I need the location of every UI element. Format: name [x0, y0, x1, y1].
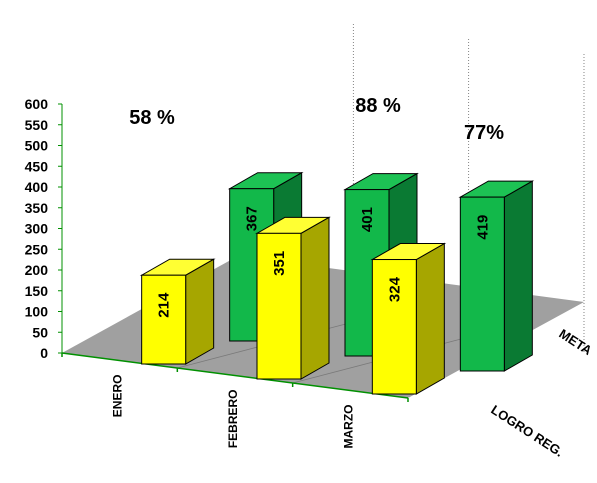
percentage-label: 88 %: [355, 95, 401, 117]
bar-side: [415, 242, 445, 395]
category-label: ENERO: [111, 375, 125, 418]
bar-side: [503, 180, 533, 372]
bar-front: [371, 259, 417, 395]
bar-value-label: 367: [244, 206, 261, 231]
bar-side: [185, 258, 215, 365]
bar-front: [256, 232, 302, 380]
y-axis-ticks: 0 50 100 150 200 250 300 350 400 450 500 550 600: [25, 96, 409, 402]
bar-value-label: 401: [359, 207, 376, 232]
y-tick-label: 500: [25, 138, 49, 154]
bar-logro-reg--febrero: 351: [255, 216, 331, 380]
y-tick-label: 50: [32, 324, 48, 340]
y-tick-label: 250: [25, 241, 49, 257]
series-label: LOGRO REG.: [488, 402, 566, 460]
category-label: MARZO: [341, 405, 355, 449]
bar-meta-marzo: 419: [458, 180, 535, 372]
bar-front: [141, 274, 187, 365]
bar-value-label: 214: [156, 292, 173, 318]
x-axis-line: [61, 352, 409, 399]
series-label: META: [556, 326, 595, 358]
y-tick-label: 350: [25, 200, 49, 216]
y-tick-label: 100: [25, 304, 49, 320]
percentage-labels: 58 % 88 % 77%: [129, 95, 504, 144]
y-tick-label: 300: [25, 221, 49, 237]
bar-logro-reg--marzo: 324: [370, 242, 447, 395]
y-tick-label: 400: [25, 179, 49, 195]
percentage-label: 77%: [464, 122, 504, 144]
bar-value-label: 324: [386, 276, 403, 302]
y-tick-label: 450: [25, 158, 49, 174]
bars-group: 367 401 419 214 351 324: [139, 171, 535, 395]
percentage-label: 58 %: [129, 107, 175, 129]
y-tick-label: 200: [25, 262, 49, 278]
y-tick-label: 0: [40, 345, 48, 361]
category-label: FEBRERO: [226, 390, 240, 449]
bar-value-label: 351: [271, 251, 288, 276]
bar-front: [459, 196, 505, 372]
bar-side: [300, 216, 330, 380]
back-gridlines: [352, 22, 585, 352]
bar-logro-reg--enero: 214: [139, 258, 216, 365]
y-tick-label: 550: [25, 117, 49, 133]
category-labels: ENERO FEBRERO MARZO: [111, 375, 356, 449]
bar-value-label: 419: [474, 215, 491, 240]
y-tick-label: 150: [25, 283, 49, 299]
y-tick-label: 600: [25, 96, 49, 112]
